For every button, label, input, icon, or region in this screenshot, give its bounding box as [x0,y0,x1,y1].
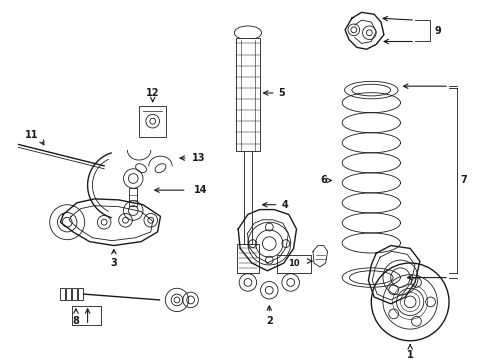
Text: 4: 4 [263,200,288,210]
Text: 13: 13 [192,153,205,163]
Text: 1: 1 [407,345,414,360]
Bar [66,288,71,300]
Bar [72,306,101,325]
Text: 9: 9 [435,26,441,36]
Text: 8: 8 [73,309,79,326]
Bar [72,288,77,300]
Text: 11: 11 [24,130,38,140]
Text: 6: 6 [320,175,327,185]
Text: 12: 12 [146,88,159,98]
Bar [78,288,83,300]
Text: 14: 14 [194,185,207,195]
Text: 2: 2 [266,306,272,326]
Bar [237,244,259,273]
Text: 10: 10 [288,260,299,269]
Text: 3: 3 [110,249,117,268]
Bar [129,188,137,206]
Bar [139,105,166,137]
Bar [277,255,311,273]
Bar [60,288,65,300]
Text: 5: 5 [264,88,285,98]
Bar [236,37,260,151]
Text: 7: 7 [461,175,467,185]
